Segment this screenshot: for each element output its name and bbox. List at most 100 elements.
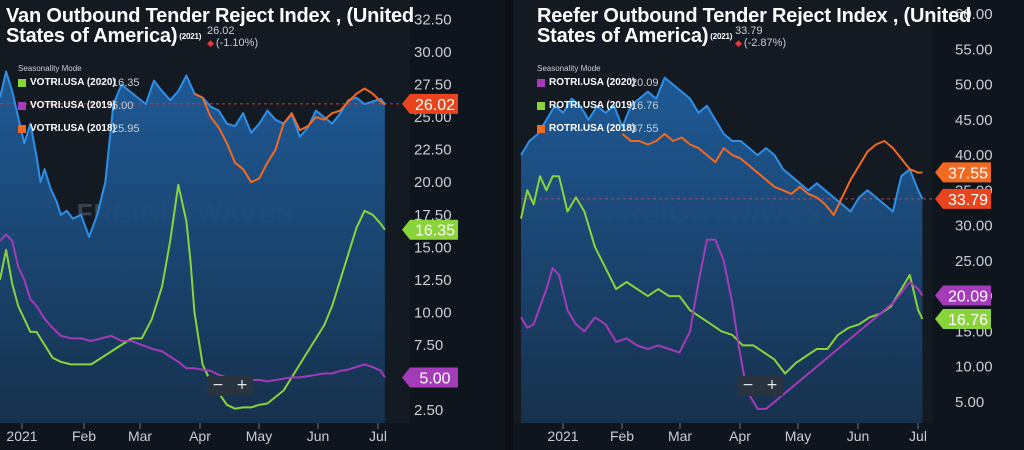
legend-series-value: 16.35 xyxy=(112,77,140,89)
van-title-year-tag: (2021) xyxy=(179,31,202,41)
x-tick-label: Apr xyxy=(189,428,211,444)
reefer-chart-title: Reefer Outbound Tender Reject Index , (U… xyxy=(537,6,971,47)
y-tick-label: 25.00 xyxy=(955,253,993,270)
y-tick-label: 27.50 xyxy=(414,77,452,94)
van-title-line1: Van Outbound Tender Reject Index , (Unit… xyxy=(6,5,414,27)
reefer-zoom-controls: − + xyxy=(737,376,783,396)
x-tick-label: Mar xyxy=(668,428,692,444)
value-badge-shape xyxy=(935,188,991,209)
reefer-title-year-tag: (2021) xyxy=(710,31,733,41)
reefer-current-readout: 33.79 ◆ (-2.87%) xyxy=(735,25,786,49)
series-line[interactable] xyxy=(520,238,924,410)
legend-series-name: VOTRI.USA (2018) xyxy=(30,123,116,134)
x-tick-label: Jun xyxy=(847,428,870,444)
y-tick-label: 30.00 xyxy=(955,218,993,235)
y-tick-label: 60.00 xyxy=(955,6,993,23)
series-line[interactable] xyxy=(0,233,386,383)
reefer-current-change: (-2.87%) xyxy=(743,37,787,49)
y-tick-label: 45.00 xyxy=(955,112,993,129)
y-tick-label: 22.50 xyxy=(414,142,452,159)
y-tick-label: 10.00 xyxy=(414,304,452,321)
y-tick-label: 15.00 xyxy=(414,239,452,256)
series-line[interactable] xyxy=(520,175,924,375)
y-tick-label: 20.00 xyxy=(414,174,452,191)
zoom-in-button[interactable]: + xyxy=(766,377,778,393)
van-chart-svg[interactable]: FREIGHTWAVESSONAR2.505.007.5010.0012.501… xyxy=(0,0,505,450)
legend-series-name: VOTRI.USA (2020) xyxy=(30,77,116,88)
x-tick-label: Mar xyxy=(128,428,152,444)
down-diamond-icon: ◆ xyxy=(735,38,742,48)
legend-swatch xyxy=(18,102,26,110)
van-chart-title: Van Outbound Tender Reject Index , (Unit… xyxy=(6,6,414,47)
panel-divider xyxy=(505,0,513,450)
x-tick-label: Jun xyxy=(307,428,330,444)
x-tick-label: May xyxy=(246,428,272,444)
legend-series-value: 37.55 xyxy=(631,123,659,135)
y-tick-label: 2.50 xyxy=(414,402,443,419)
y-tick-label: 55.00 xyxy=(955,41,993,58)
legend-series-value: 5.00 xyxy=(112,100,134,112)
reefer-chart-svg[interactable]: FREIGHTWAVESSONAR5.0010.0015.0020.0025.0… xyxy=(513,0,1024,450)
value-badge-shape xyxy=(935,308,991,329)
x-tick-label: Apr xyxy=(729,428,751,444)
zoom-in-button[interactable]: + xyxy=(236,377,248,393)
legend-swatch xyxy=(537,102,545,110)
reefer-title-line2: States of America) xyxy=(537,25,709,47)
value-badge: 16.76 xyxy=(935,308,991,329)
y-tick-label: 5.00 xyxy=(955,394,984,411)
y-tick-label: 40.00 xyxy=(955,147,993,164)
van-current-change: (-1.10%) xyxy=(215,37,259,49)
series-line[interactable] xyxy=(0,70,386,238)
legend-series-name: VOTRI.USA (2019) xyxy=(30,100,116,111)
van-title-line2: States of America) xyxy=(6,25,178,47)
legend-series-value: 20.09 xyxy=(631,77,659,89)
reefer-chart-panel: FREIGHTWAVESSONAR5.0010.0015.0020.0025.0… xyxy=(513,0,1024,450)
legend-series-name: ROTRI.USA (2018) xyxy=(549,123,636,134)
x-axis-strip xyxy=(513,423,1024,450)
value-badge-shape xyxy=(402,93,458,114)
value-badge: 37.55 xyxy=(935,162,991,183)
y-tick-label: 10.00 xyxy=(955,359,993,376)
legend-series-value: 16.76 xyxy=(631,100,659,112)
reefer-current-value: 33.79 xyxy=(735,25,763,37)
series-line[interactable] xyxy=(621,132,923,216)
van-current-value: 26.02 xyxy=(207,25,235,37)
series-area xyxy=(521,77,923,423)
reefer-seasonality-label: Seasonality Mode xyxy=(537,64,601,73)
y-tick-label: 7.50 xyxy=(414,337,443,354)
value-badge-shape xyxy=(935,162,991,183)
x-tick-label: 2021 xyxy=(6,428,37,444)
series-line[interactable] xyxy=(520,76,924,213)
y-tick-label: 32.50 xyxy=(414,12,452,29)
value-badge-shape xyxy=(402,367,458,388)
value-badge-shape xyxy=(935,285,991,306)
van-chart-panel: FREIGHTWAVESSONAR2.505.007.5010.0012.501… xyxy=(0,0,505,450)
value-badge-text: 37.55 xyxy=(948,165,988,182)
reefer-title-line1: Reefer Outbound Tender Reject Index , (U… xyxy=(537,5,972,27)
zoom-out-button[interactable]: − xyxy=(212,377,224,393)
series-area xyxy=(0,71,385,423)
legend-swatch xyxy=(18,79,26,87)
series-line[interactable] xyxy=(0,183,386,410)
y-tick-label: 12.50 xyxy=(414,272,452,289)
x-tick-label: May xyxy=(785,428,811,444)
x-tick-label: Feb xyxy=(610,428,634,444)
value-badge-text: 16.35 xyxy=(415,223,455,240)
zoom-out-button[interactable]: − xyxy=(742,377,754,393)
value-badge-text: 16.76 xyxy=(948,312,988,329)
value-badge: 5.00 xyxy=(402,367,458,388)
value-badge: 26.02 xyxy=(402,93,458,114)
y-axis-strip xyxy=(933,0,1024,450)
x-tick-label: Jul xyxy=(369,428,387,444)
legend-swatch xyxy=(537,79,545,87)
x-tick-label: Jul xyxy=(909,428,927,444)
value-badge: 20.09 xyxy=(935,285,991,306)
series-line[interactable] xyxy=(194,87,386,184)
legend-series-value: 25.95 xyxy=(112,123,140,135)
value-badge-text: 26.02 xyxy=(415,97,455,114)
value-badge-text: 20.09 xyxy=(948,288,988,305)
legend-series-name: ROTRI.USA (2019) xyxy=(549,100,636,111)
legend-swatch xyxy=(18,125,26,133)
value-badge-shape xyxy=(402,219,458,240)
